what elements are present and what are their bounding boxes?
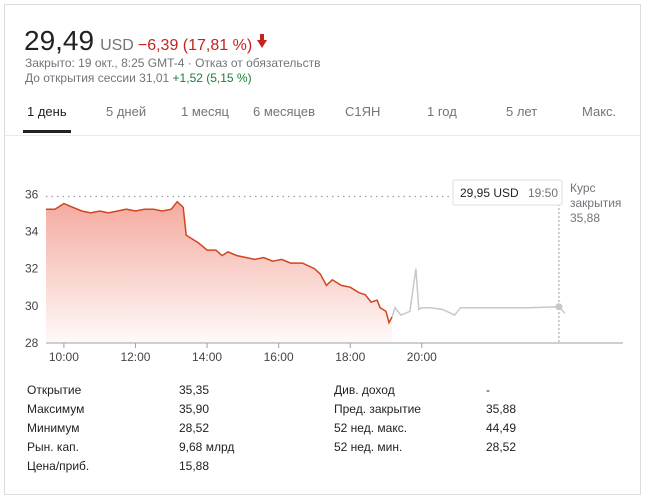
premarket-label: До открытия сессии 31,01 — [25, 71, 170, 85]
tooltip-box — [452, 179, 563, 206]
x-tick-label: 16:00 — [264, 350, 294, 364]
price-area-fill — [46, 201, 392, 343]
price-chart[interactable]: 28 30 32 34 36 10:00 12:00 14:00 16:00 18:00 20:0… — [5, 155, 640, 365]
currency-label: USD — [100, 37, 134, 54]
tooltip: 29,95 USD 19:50 — [452, 179, 563, 206]
x-tick-label: 20:00 — [407, 350, 437, 364]
price-line-regular — [46, 200, 393, 325]
y-tick-label: 30 — [25, 299, 39, 313]
tooltip-time: 19:50 — [528, 186, 558, 200]
tab-1-day[interactable]: 1 день — [23, 103, 71, 133]
stat-value: - — [486, 383, 490, 397]
stat-value: 9,68 млрд — [179, 440, 235, 454]
stat-value: 35,90 — [179, 402, 210, 416]
range-tabs: 1 день 5 дней 1 месяц 6 месяцев С1ЯН 1 г… — [5, 103, 640, 136]
stat-label: Минимум — [27, 421, 80, 435]
premarket-info: До открытия сессии 31,01 +1,52 (5,15 %) — [25, 71, 252, 85]
x-tick-label: 14:00 — [192, 350, 222, 364]
stat-label: 52 нед. мин. — [334, 440, 403, 454]
stat-label: Цена/приб. — [27, 459, 90, 473]
closed-info: Закрыто: 19 окт., 8:25 GMT-4 · Отказ от … — [25, 56, 321, 70]
price-line-extended — [391, 268, 566, 318]
stock-card: 29,49 USD −6,39 (17,81 %) Закрыто: 19 ок… — [4, 4, 641, 495]
tab-1-year[interactable]: 1 год — [427, 104, 457, 119]
x-tick-label: 10:00 — [49, 350, 79, 364]
stat-label: Максимум — [27, 402, 85, 416]
stat-label: Пред. закрытие — [334, 402, 421, 416]
tab-1-month[interactable]: 1 месяц — [181, 104, 229, 119]
y-tick-label: 36 — [25, 187, 39, 201]
stat-value: 35,88 — [486, 402, 517, 416]
price-row: 29,49 USD −6,39 (17,81 %) — [24, 25, 268, 57]
tooltip-value: 29,95 USD — [460, 186, 519, 200]
stat-value: 35,35 — [179, 383, 210, 397]
y-tick-label: 32 — [25, 262, 39, 276]
stat-label: Открытие — [27, 383, 82, 397]
tab-5-years[interactable]: 5 лет — [506, 104, 538, 119]
y-axis: 28 30 32 34 36 — [25, 187, 39, 350]
price-change: −6,39 (17,81 %) — [137, 37, 253, 54]
y-tick-label: 34 — [25, 224, 39, 238]
x-tick-label: 12:00 — [120, 350, 150, 364]
tab-6-months[interactable]: 6 месяцев — [253, 104, 315, 119]
tab-ytd[interactable]: С1ЯН — [345, 104, 381, 119]
y-tick-label: 28 — [25, 336, 39, 350]
x-axis: 10:00 12:00 14:00 16:00 18:00 20:00 — [49, 343, 437, 364]
stat-label: 52 нед. макс. — [334, 421, 408, 435]
cursor-dot — [555, 303, 563, 311]
stat-label: Див. доход — [334, 383, 395, 397]
stat-label: Рын. кап. — [27, 440, 79, 454]
stat-value: 44,49 — [486, 421, 517, 435]
tab-max[interactable]: Макс. — [582, 104, 617, 119]
stat-value: 28,52 — [179, 421, 210, 435]
down-arrow-icon — [257, 34, 268, 48]
stat-value: 28,52 — [486, 440, 517, 454]
x-tick-label: 18:00 — [335, 350, 365, 364]
stat-value: 15,88 — [179, 459, 210, 473]
premarket-change: +1,52 (5,15 %) — [172, 71, 252, 85]
tab-5-days[interactable]: 5 дней — [106, 104, 147, 119]
prev-close-label: Курс закрытия 35,88 — [570, 181, 625, 225]
current-price: 29,49 — [24, 25, 95, 56]
